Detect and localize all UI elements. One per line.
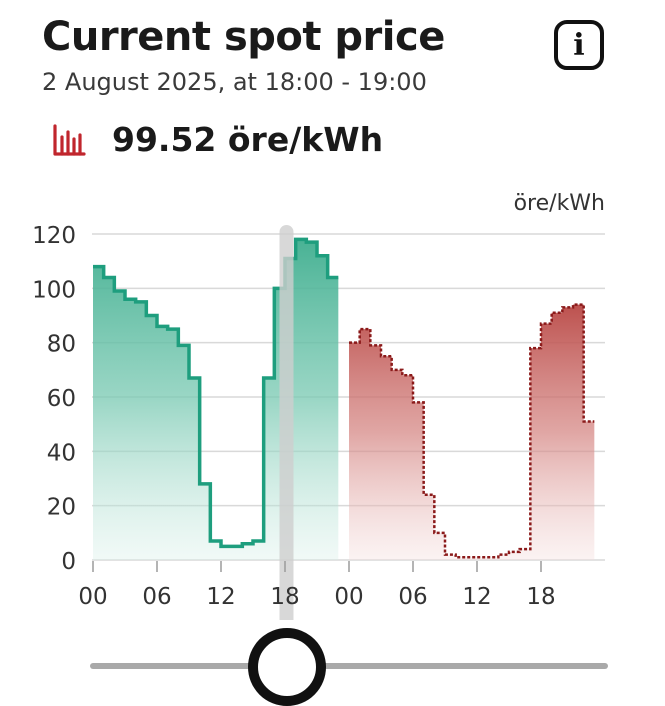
info-icon: i (573, 27, 585, 63)
y-axis-unit: öre/kWh (514, 191, 605, 216)
spot-price-chart: öre/kWh 0 20 40 60 80 100 120 00 06 12 18 00 06 12 18 (32, 191, 605, 620)
past-price-area (93, 239, 339, 560)
x-tick-label: 00 (334, 584, 363, 610)
x-tick-label: 18 (526, 584, 555, 610)
x-tick-label: 06 (398, 584, 427, 610)
y-tick-label: 40 (47, 440, 76, 466)
page-title: Current spot price (42, 14, 445, 60)
future-price-area (349, 304, 595, 560)
y-tick-label: 100 (32, 277, 76, 303)
x-tick-label: 18 (270, 584, 299, 610)
date-time-range: 2 August 2025, at 18:00 - 19:00 (42, 68, 427, 96)
y-tick-label: 120 (32, 223, 76, 249)
x-tick-label: 00 (78, 584, 107, 610)
x-tick-label: 06 (142, 584, 171, 610)
y-tick-label: 80 (47, 332, 76, 358)
y-tick-label: 20 (47, 495, 76, 521)
info-button[interactable]: i (554, 20, 604, 70)
x-tick-label: 12 (206, 584, 235, 610)
x-tick-label: 12 (462, 584, 491, 610)
y-tick-label: 0 (61, 549, 76, 575)
current-price: 99.52 öre/kWh (52, 120, 383, 159)
time-slider-thumb[interactable] (248, 628, 326, 706)
past-price-line (93, 237, 339, 549)
time-slider-track[interactable] (90, 663, 608, 669)
bar-chart-icon (53, 123, 86, 156)
y-tick-label: 60 (47, 386, 76, 412)
current-price-value: 99.52 öre/kWh (112, 120, 384, 159)
